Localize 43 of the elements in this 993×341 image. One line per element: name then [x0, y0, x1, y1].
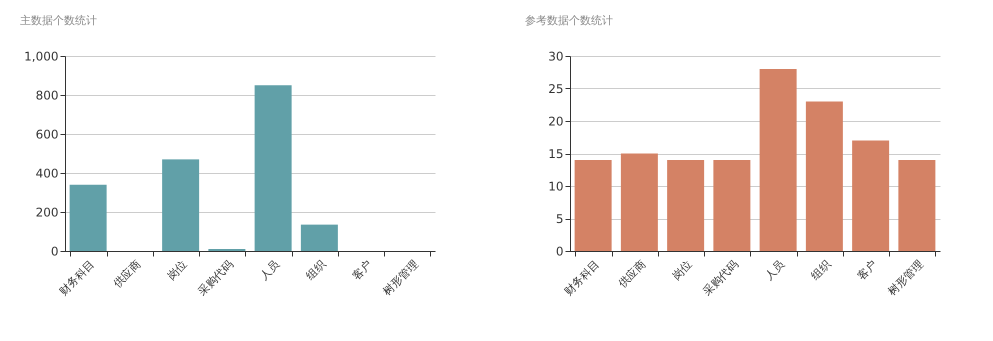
y-tick-label: 10: [548, 180, 564, 194]
x-tick-label: 组织: [304, 258, 328, 283]
y-tick-label: 400: [36, 166, 58, 180]
y-tick-label: 600: [36, 128, 58, 142]
bar: [620, 154, 658, 251]
y-tick-label: 30: [548, 50, 564, 64]
y-tick-label: 0: [50, 244, 58, 258]
x-tick-label: 岗位: [164, 258, 190, 283]
x-tick-label: 人员: [257, 258, 282, 283]
bar: [70, 184, 107, 251]
bar: [667, 160, 704, 251]
y-tick-label: 0: [556, 244, 564, 258]
y-tick-label: 5: [556, 212, 564, 226]
chart-title: 主数据个数统计: [20, 14, 97, 27]
x-tick-label: 人员: [762, 258, 788, 283]
bar: [852, 140, 890, 251]
x-tick-label: 采购代码: [196, 258, 236, 298]
chart-title: 参考数据个数统计: [525, 14, 613, 27]
x-tick-label: 供应商: [110, 258, 144, 290]
bar: [713, 160, 750, 251]
x-tick-label: 财务科目: [56, 258, 98, 298]
y-tick-label: 25: [548, 82, 564, 96]
y-tick-label: 200: [36, 206, 58, 220]
bar: [760, 69, 797, 251]
x-tick-label: 岗位: [670, 258, 695, 283]
bar: [806, 102, 843, 251]
y-tick-label: 1,000: [24, 50, 58, 64]
bar: [300, 224, 338, 251]
y-tick-label: 20: [548, 114, 564, 128]
bar: [254, 85, 292, 251]
x-tick-label: 客户: [350, 258, 375, 283]
x-tick-label: 采购代码: [700, 258, 741, 298]
x-tick-label: 客户: [854, 258, 880, 283]
bar: [898, 160, 936, 251]
x-tick-label: 树形管理: [380, 258, 421, 298]
y-tick-label: 800: [36, 88, 58, 102]
x-tick-label: 组织: [808, 258, 834, 283]
x-tick-label: 财务科目: [562, 258, 602, 298]
bar: [574, 160, 612, 251]
x-tick-label: 供应商: [616, 258, 648, 290]
bar: [162, 159, 200, 251]
y-tick-label: 15: [548, 147, 564, 161]
x-tick-label: 树形管理: [886, 258, 926, 298]
